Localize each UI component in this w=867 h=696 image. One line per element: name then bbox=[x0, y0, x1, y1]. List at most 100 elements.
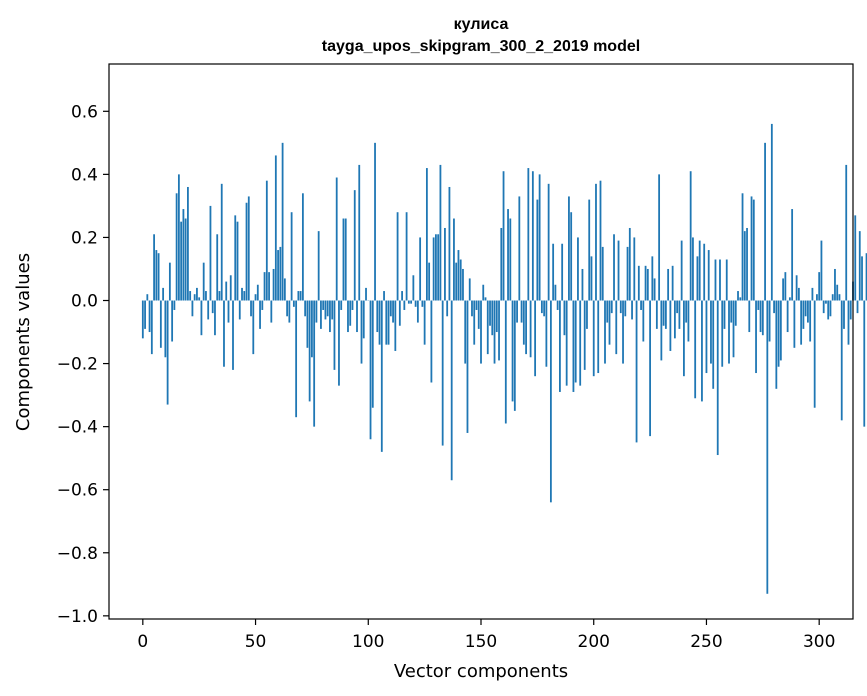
bar bbox=[351, 300, 354, 310]
bar bbox=[335, 177, 338, 301]
bar bbox=[802, 300, 805, 329]
bar bbox=[389, 300, 392, 317]
bar bbox=[344, 218, 347, 301]
y-tick-label: 0.0 bbox=[71, 292, 98, 312]
bar bbox=[755, 300, 757, 374]
bar bbox=[432, 237, 435, 301]
bar bbox=[281, 142, 284, 301]
bar bbox=[430, 300, 433, 383]
bar bbox=[290, 212, 293, 301]
bar bbox=[320, 300, 322, 329]
bar bbox=[716, 300, 719, 456]
bar bbox=[807, 300, 809, 323]
bar bbox=[714, 259, 717, 301]
bar bbox=[419, 237, 422, 301]
bar bbox=[529, 300, 532, 358]
bars-group bbox=[141, 123, 867, 594]
bar bbox=[683, 300, 685, 377]
bar bbox=[455, 262, 458, 301]
bar bbox=[171, 300, 174, 342]
bar bbox=[741, 193, 744, 301]
bar bbox=[218, 291, 221, 301]
bar bbox=[297, 291, 300, 301]
bar bbox=[324, 300, 327, 320]
bar bbox=[283, 278, 286, 301]
bar bbox=[428, 262, 431, 301]
bar bbox=[613, 234, 615, 301]
x-tick-label: 100 bbox=[352, 632, 384, 652]
bar bbox=[313, 300, 316, 427]
bar bbox=[577, 237, 579, 301]
bar bbox=[198, 297, 201, 301]
bar bbox=[696, 256, 699, 301]
bar bbox=[495, 300, 498, 333]
bar bbox=[773, 300, 775, 314]
bar bbox=[673, 300, 676, 339]
bar bbox=[574, 300, 577, 383]
bar bbox=[750, 196, 753, 301]
bar bbox=[622, 300, 624, 364]
bar bbox=[241, 287, 243, 301]
bar bbox=[779, 300, 782, 361]
bar bbox=[644, 265, 647, 301]
y-tick-label: −0.8 bbox=[57, 544, 98, 564]
bar bbox=[468, 278, 471, 301]
x-axis-label: Vector components bbox=[394, 661, 568, 682]
bar bbox=[536, 199, 539, 301]
bar bbox=[374, 142, 376, 301]
bar bbox=[173, 300, 176, 310]
bar bbox=[619, 300, 622, 314]
bar bbox=[356, 300, 358, 333]
bar bbox=[326, 300, 329, 317]
bar bbox=[854, 215, 857, 301]
bar bbox=[757, 300, 760, 310]
bar bbox=[299, 291, 302, 301]
bar bbox=[453, 218, 455, 301]
bar bbox=[705, 300, 708, 374]
bar bbox=[631, 300, 633, 320]
bar bbox=[561, 243, 564, 301]
bar bbox=[813, 300, 816, 408]
bar bbox=[252, 300, 255, 355]
bar bbox=[261, 300, 264, 310]
bar bbox=[347, 300, 349, 333]
bar bbox=[486, 300, 489, 355]
bar bbox=[590, 256, 593, 301]
bar bbox=[159, 300, 162, 348]
bar bbox=[775, 300, 778, 389]
x-tick-label: 300 bbox=[803, 632, 835, 652]
bar bbox=[423, 300, 426, 345]
bar bbox=[220, 183, 223, 301]
bar bbox=[732, 300, 735, 358]
bar bbox=[685, 300, 688, 323]
bar bbox=[157, 253, 160, 301]
bar bbox=[360, 300, 363, 364]
y-axis-label: Components values bbox=[13, 253, 34, 431]
bar bbox=[232, 300, 234, 370]
bar bbox=[175, 193, 178, 301]
bar bbox=[793, 300, 796, 348]
bar bbox=[205, 291, 207, 301]
bar bbox=[608, 300, 611, 345]
bar bbox=[545, 300, 548, 367]
bar bbox=[416, 300, 419, 323]
bar bbox=[563, 300, 566, 336]
bar bbox=[737, 291, 739, 301]
bar bbox=[554, 284, 557, 301]
bar bbox=[703, 243, 706, 301]
bar bbox=[701, 300, 703, 402]
bar bbox=[858, 231, 861, 301]
bar bbox=[687, 300, 690, 342]
bar bbox=[380, 300, 383, 452]
bar bbox=[845, 164, 848, 301]
bar bbox=[725, 259, 728, 301]
bar bbox=[349, 300, 352, 326]
bar bbox=[448, 186, 451, 301]
bar bbox=[263, 272, 266, 301]
bar bbox=[651, 256, 654, 301]
bar bbox=[865, 253, 867, 301]
bar bbox=[243, 291, 246, 301]
y-axis-ticks: −1.0 −0.8 −0.6 −0.4 −0.2 0.0 0.2 0.4 0.6 bbox=[57, 102, 109, 627]
bar bbox=[847, 300, 850, 345]
chart-subtitle: tayga_upos_skipgram_300_2_2019 model bbox=[322, 38, 640, 55]
